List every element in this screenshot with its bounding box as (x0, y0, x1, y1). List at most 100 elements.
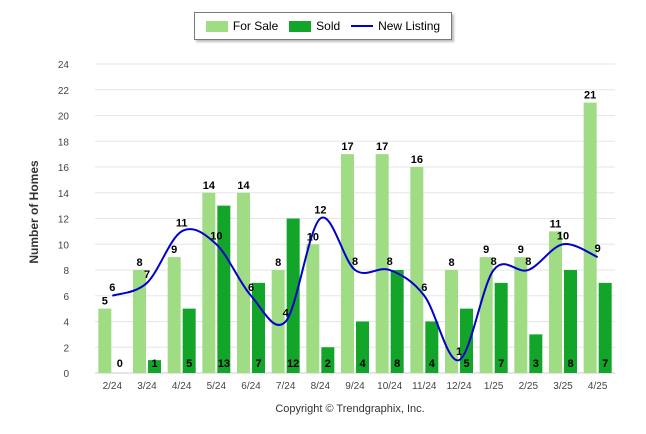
new-listing-line-group (111, 216, 599, 362)
y-tick-label: 4 (63, 318, 69, 329)
legend: For Sale Sold New Listing (194, 12, 452, 40)
for-sale-swatch (205, 20, 228, 32)
sold-data-label: 1 (151, 358, 157, 370)
y-tick-label: 14 (58, 189, 70, 200)
sold-data-label: 7 (255, 358, 261, 370)
x-tick-label: 7/24 (276, 381, 296, 392)
new-listing-data-label: 10 (557, 230, 569, 242)
new-listing-swatch (351, 25, 374, 27)
sold-data-label: 4 (429, 358, 436, 370)
for-sale-bar (341, 154, 354, 373)
y-tick-label: 10 (58, 240, 70, 251)
y-tick-label: 20 (58, 112, 70, 123)
for-sale-data-label: 14 (237, 180, 250, 192)
for-sale-bar (237, 192, 250, 373)
sold-bar (148, 360, 161, 373)
x-tick-label: 9/24 (345, 381, 365, 392)
y-tick-label: 2 (63, 343, 69, 354)
for-sale-bar (410, 167, 424, 373)
sold-data-label: 5 (186, 358, 192, 370)
sold-data-label: 5 (463, 358, 469, 370)
legend-label-new-listing: New Listing (378, 19, 441, 33)
sold-data-label: 7 (498, 358, 504, 370)
for-sale-bar (375, 154, 389, 373)
new-listing-data-label: 8 (525, 256, 531, 268)
x-tick-label: 10/24 (377, 381, 402, 392)
y-tick-label: 0 (63, 369, 69, 380)
y-tick-label: 6 (63, 292, 69, 303)
new-listing-data-label: 9 (595, 243, 601, 255)
x-tick-label: 6/24 (241, 381, 261, 392)
for-sale-bar (133, 270, 146, 373)
new-listing-data-label: 8 (352, 256, 358, 268)
new-listing-data-label: 11 (176, 217, 188, 229)
y-tick-label: 24 (58, 60, 70, 71)
for-sale-data-label: 11 (550, 218, 562, 230)
x-tick-label: 2/24 (103, 381, 123, 392)
sold-bar (356, 321, 369, 373)
legend-label-for-sale: For Sale (232, 19, 279, 33)
for-sale-data-label: 17 (341, 141, 353, 153)
sold-data-label: 2 (325, 358, 331, 370)
for-sale-data-label: 17 (376, 141, 388, 153)
for-sale-bar (514, 257, 528, 373)
for-sale-data-label: 10 (307, 231, 319, 243)
for-sale-data-label: 9 (171, 244, 177, 256)
for-sale-data-label: 8 (275, 257, 281, 269)
x-tick-label: 4/25 (588, 381, 608, 392)
copyright: Copyright © Trendgraphix, Inc. (275, 403, 425, 415)
legend-item-new-listing[interactable]: New Listing (351, 19, 440, 33)
new-listing-data-label: 1 (456, 346, 462, 358)
for-sale-bar (549, 231, 562, 373)
for-sale-bar (202, 192, 216, 373)
for-sale-bar (445, 270, 458, 373)
x-tick-label: 11/24 (412, 381, 437, 392)
sold-data-label: 4 (359, 358, 366, 370)
sold-bar (321, 347, 335, 373)
legend-item-for-sale[interactable]: For Sale (205, 19, 279, 33)
for-sale-bar (98, 308, 112, 373)
sold-bar (182, 308, 196, 373)
new-listing-data-label: 10 (210, 230, 222, 242)
for-sale-bar (583, 102, 597, 373)
y-tick-label: 8 (63, 266, 69, 277)
for-sale-data-label: 14 (203, 180, 216, 192)
sold-data-label: 3 (533, 358, 539, 370)
sold-data-label: 8 (394, 358, 400, 370)
sold-swatch (289, 20, 312, 32)
sold-data-label: 7 (602, 358, 608, 370)
for-sale-data-label: 9 (518, 244, 524, 256)
sold-bar (425, 321, 439, 373)
new-listing-data-label: 4 (283, 308, 290, 320)
y-tick-label: 16 (58, 163, 70, 174)
for-sale-data-label: 8 (448, 257, 454, 269)
sold-bar (529, 334, 543, 373)
sold-data-label: 8 (567, 358, 573, 370)
y-axis-title: Number of Homes (27, 160, 41, 264)
new-listing-data-label: 7 (144, 269, 150, 281)
sold-data-label: 12 (287, 358, 299, 370)
sold-data-label: 0 (117, 358, 123, 370)
sold-bar (286, 218, 300, 373)
x-tick-label: 3/24 (137, 381, 157, 392)
x-tick-label: 2/25 (519, 381, 539, 392)
x-tick-label: 12/24 (446, 381, 471, 392)
y-tick-label: 12 (58, 215, 70, 226)
for-sale-data-label: 5 (102, 296, 108, 308)
new-listing-data-label: 6 (109, 282, 115, 294)
x-tick-label: 8/24 (311, 381, 331, 392)
sold-data-label: 13 (218, 358, 230, 370)
sold-bar (564, 270, 577, 373)
new-listing-data-label: 8 (387, 256, 393, 268)
x-tick-label: 5/24 (207, 381, 227, 392)
legend-item-sold[interactable]: Sold (289, 19, 340, 33)
new-listing-data-label: 12 (314, 205, 326, 217)
for-sale-bar (271, 270, 285, 373)
x-tick-label: 1/25 (484, 381, 504, 392)
new-listing-data-label: 6 (248, 282, 254, 294)
sold-bar (494, 282, 508, 373)
new-listing-data-label: 8 (491, 256, 497, 268)
new-listing-line (111, 216, 599, 362)
